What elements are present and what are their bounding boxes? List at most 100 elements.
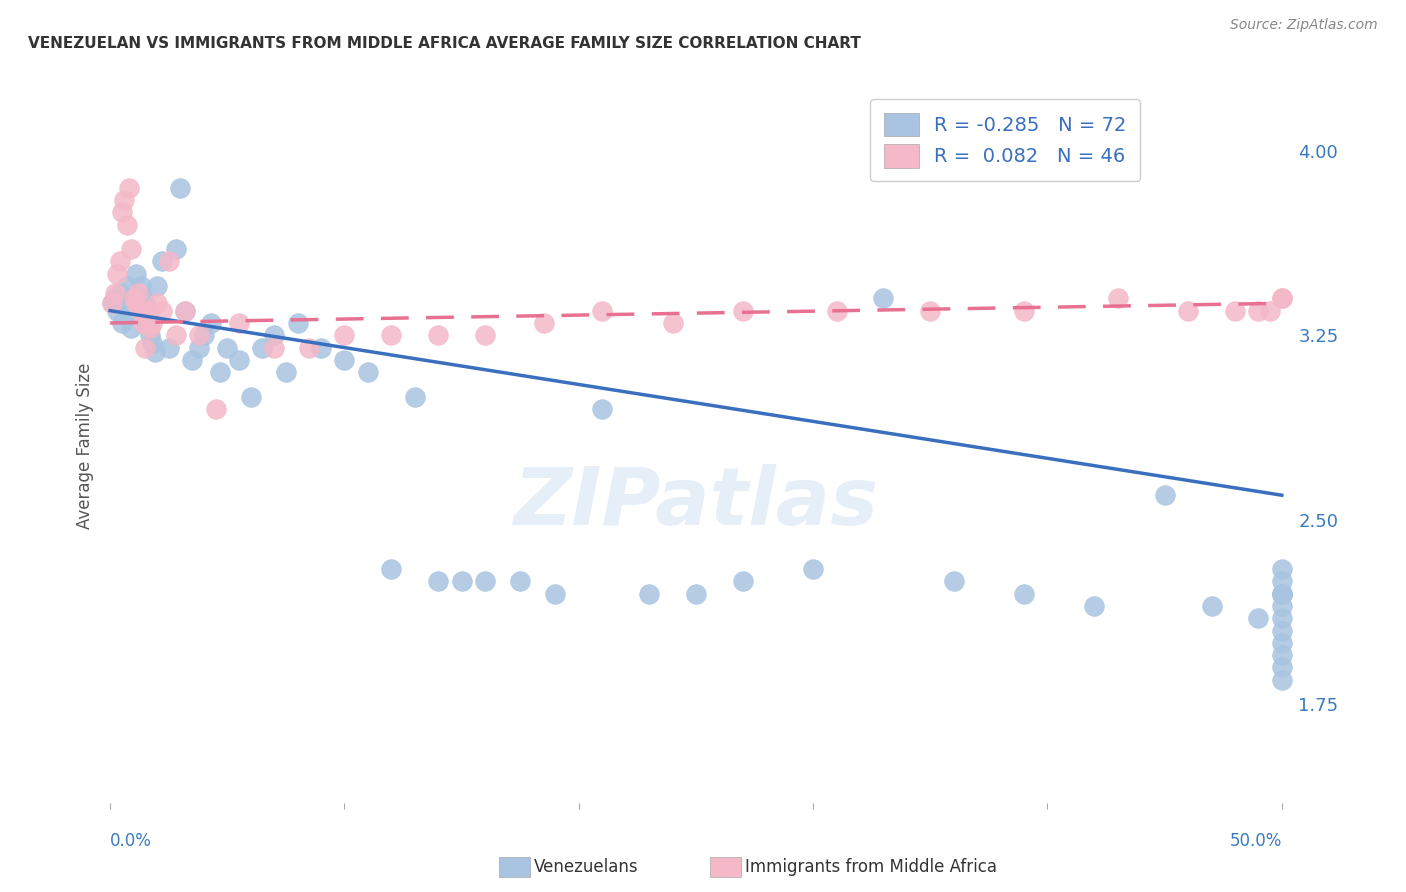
- Point: [118, 180, 141, 194]
- Point: [105, 267, 128, 281]
- Point: [127, 286, 149, 301]
- Text: 50.0%: 50.0%: [1229, 832, 1282, 850]
- Point: [112, 193, 135, 207]
- Point: [134, 341, 156, 355]
- Point: [509, 574, 531, 589]
- Point: [111, 205, 134, 219]
- Point: [108, 286, 131, 301]
- Point: [122, 291, 145, 305]
- Point: [101, 296, 124, 310]
- Point: [731, 574, 754, 589]
- Point: [1258, 303, 1281, 318]
- Point: [193, 328, 215, 343]
- Point: [174, 303, 197, 318]
- Point: [1177, 303, 1199, 318]
- Point: [132, 316, 155, 330]
- Point: [1271, 587, 1294, 601]
- Point: [427, 574, 450, 589]
- Point: [427, 328, 450, 343]
- Point: [136, 303, 159, 318]
- Point: [1271, 291, 1294, 305]
- Text: 0.0%: 0.0%: [110, 832, 152, 850]
- Point: [136, 316, 159, 330]
- Text: Immigrants from Middle Africa: Immigrants from Middle Africa: [745, 858, 997, 876]
- Point: [1107, 291, 1129, 305]
- Point: [1271, 562, 1294, 576]
- Point: [228, 316, 250, 330]
- Point: [591, 402, 613, 417]
- Point: [104, 286, 127, 301]
- Point: [920, 303, 942, 318]
- Text: ZIPatlas: ZIPatlas: [513, 464, 879, 542]
- Point: [157, 341, 180, 355]
- Point: [125, 296, 148, 310]
- Point: [1271, 587, 1294, 601]
- Point: [1271, 624, 1294, 638]
- Point: [108, 254, 131, 268]
- Point: [1247, 303, 1270, 318]
- Point: [1012, 587, 1035, 601]
- Point: [239, 390, 262, 404]
- Point: [544, 587, 567, 601]
- Point: [1223, 303, 1246, 318]
- Point: [139, 328, 162, 343]
- Point: [274, 365, 297, 379]
- Point: [263, 341, 285, 355]
- Point: [217, 341, 239, 355]
- Point: [638, 587, 661, 601]
- Point: [188, 341, 211, 355]
- Point: [942, 574, 965, 589]
- Point: [263, 328, 285, 343]
- Point: [380, 562, 402, 576]
- Point: [1271, 673, 1294, 687]
- Point: [1271, 611, 1294, 625]
- Point: [1271, 648, 1294, 662]
- Point: [357, 365, 380, 379]
- Y-axis label: Average Family Size: Average Family Size: [76, 363, 94, 529]
- Point: [105, 303, 128, 318]
- Point: [150, 254, 173, 268]
- Point: [122, 291, 145, 305]
- Point: [101, 296, 124, 310]
- Point: [125, 267, 148, 281]
- Point: [127, 303, 149, 318]
- Point: [1271, 636, 1294, 650]
- Point: [120, 321, 142, 335]
- Point: [165, 328, 187, 343]
- Point: [1247, 611, 1270, 625]
- Text: Source: ZipAtlas.com: Source: ZipAtlas.com: [1230, 18, 1378, 32]
- Point: [404, 390, 426, 404]
- Point: [1012, 303, 1035, 318]
- Legend: R = -0.285   N = 72, R =  0.082   N = 46: R = -0.285 N = 72, R = 0.082 N = 46: [870, 99, 1140, 181]
- Point: [1271, 587, 1294, 601]
- Point: [533, 316, 555, 330]
- Point: [188, 328, 211, 343]
- Point: [333, 328, 356, 343]
- Point: [200, 316, 222, 330]
- Point: [111, 316, 134, 330]
- Point: [1271, 599, 1294, 613]
- Point: [380, 328, 402, 343]
- Point: [1201, 599, 1223, 613]
- Text: Venezuelans: Venezuelans: [534, 858, 638, 876]
- Point: [450, 574, 472, 589]
- Point: [731, 303, 754, 318]
- Point: [143, 345, 166, 359]
- Text: VENEZUELAN VS IMMIGRANTS FROM MIDDLE AFRICA AVERAGE FAMILY SIZE CORRELATION CHAR: VENEZUELAN VS IMMIGRANTS FROM MIDDLE AFR…: [28, 36, 860, 51]
- Point: [157, 254, 180, 268]
- Point: [661, 316, 683, 330]
- Point: [169, 180, 191, 194]
- Point: [141, 335, 163, 350]
- Point: [1271, 574, 1294, 589]
- Point: [120, 242, 142, 256]
- Point: [141, 316, 163, 330]
- Point: [474, 574, 496, 589]
- Point: [146, 279, 169, 293]
- Point: [298, 341, 321, 355]
- Point: [801, 562, 824, 576]
- Point: [204, 402, 226, 417]
- Point: [104, 291, 127, 305]
- Point: [134, 296, 156, 310]
- Point: [287, 316, 309, 330]
- Point: [333, 352, 356, 367]
